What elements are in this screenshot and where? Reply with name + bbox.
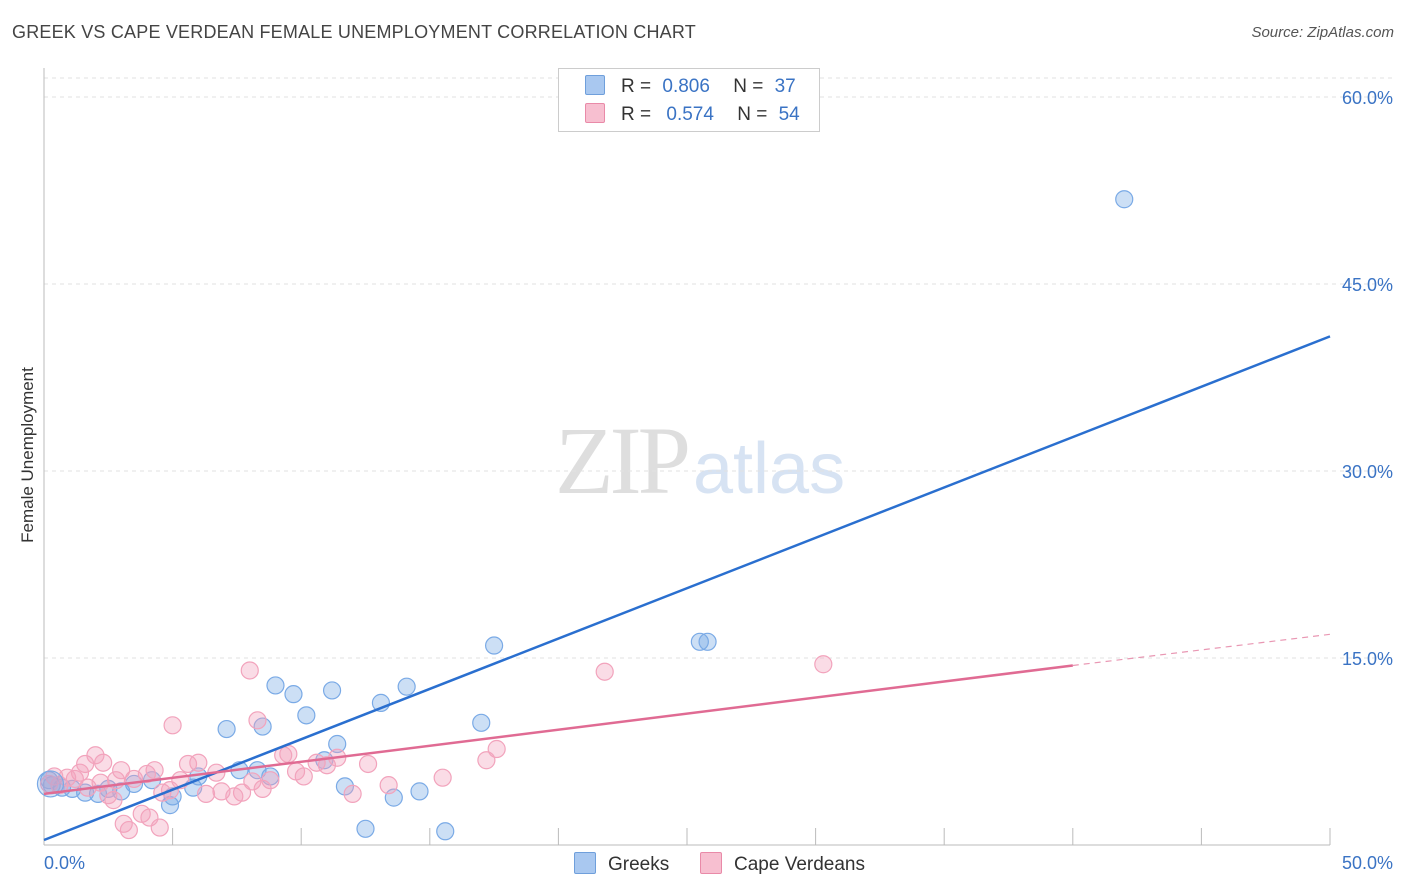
greek-point: [217, 719, 236, 739]
cape-verdean-point: [94, 753, 113, 772]
legend-r-value: 0.806: [662, 76, 710, 97]
cape-verdean-point: [70, 763, 90, 782]
x-tick-label: 50.0%: [1342, 853, 1393, 873]
greek-point: [472, 713, 491, 732]
y-tick-label: 45.0%: [1342, 275, 1393, 295]
bottom-legend-swatch-greeks: [574, 852, 596, 874]
cape-verdean-trend-extension: [1072, 633, 1331, 667]
cape-verdean-point: [86, 746, 105, 765]
cape-verdean-point: [196, 784, 216, 803]
y-tick-label: 30.0%: [1342, 462, 1393, 482]
cape-verdean-point: [145, 761, 164, 780]
legend-n-value: 54: [778, 104, 800, 125]
bottom-legend-label-greeks: Greeks: [608, 854, 670, 875]
bottom-legend-swatch-cape-verdeans: [700, 852, 722, 874]
legend-n-label: N =: [733, 76, 764, 97]
cape-verdean-point: [104, 791, 123, 810]
legend-r-label: R =: [621, 104, 652, 125]
greek-point: [335, 777, 355, 796]
greek-point: [410, 782, 429, 801]
cape-verdean-point: [814, 655, 833, 674]
chart-title: GREEK VS CAPE VERDEAN FEMALE UNEMPLOYMEN…: [12, 22, 696, 42]
y-tick-label: 60.0%: [1342, 88, 1393, 108]
cape-verdean-point: [240, 661, 259, 680]
correlation-legend: R = 0.806 N = 37 R = 0.574 N = 54: [558, 68, 820, 132]
x-tick-label: 0.0%: [44, 853, 85, 873]
greek-point: [485, 636, 504, 655]
cape-verdean-point: [358, 754, 378, 774]
greek-point: [698, 632, 717, 651]
greek-point: [328, 734, 347, 754]
greek-trend-line: [43, 335, 1331, 842]
legend-n-value: 37: [774, 76, 796, 97]
cape-verdean-point: [189, 753, 208, 772]
cape-verdean-point: [595, 662, 614, 681]
cape-verdean-point: [232, 783, 252, 802]
legend-swatch-cape-verdeans: [585, 103, 605, 123]
cape-verdean-point: [119, 820, 138, 840]
greek-point: [297, 706, 316, 725]
greek-point: [36, 770, 65, 798]
greek-point: [322, 681, 342, 700]
bottom-legend-cape-verdeans: Cape Verdeans: [700, 852, 865, 876]
source-label: Source: ZipAtlas.com: [1251, 24, 1394, 41]
greek-point: [284, 685, 303, 704]
cape-verdean-point: [279, 744, 298, 764]
watermark-zip: ZIP: [555, 407, 691, 514]
cape-verdean-point: [379, 776, 398, 795]
greek-point: [1115, 190, 1134, 209]
legend-swatch-greeks: [585, 75, 605, 95]
bottom-legend-label-cape-verdeans: Cape Verdeans: [734, 854, 865, 875]
cape-verdean-point: [477, 751, 496, 770]
cape-verdean-trend-line: [43, 664, 1073, 796]
cape-verdean-point: [343, 784, 362, 803]
legend-row-cape-verdeans: R = 0.574 N = 54: [585, 103, 800, 126]
legend-r-value: 0.574: [666, 104, 714, 125]
cape-verdean-point: [261, 771, 280, 790]
watermark-atlas: atlas: [693, 429, 846, 509]
watermark: ZIPatlas: [555, 405, 845, 516]
cape-verdean-point: [112, 761, 131, 780]
cape-verdean-point: [433, 768, 452, 787]
greek-point: [356, 819, 375, 838]
cape-verdean-point: [45, 767, 64, 786]
greek-point: [690, 632, 709, 651]
greek-point: [266, 676, 285, 695]
cape-verdean-point: [294, 767, 313, 786]
legend-n-label: N =: [737, 104, 768, 125]
greek-point: [436, 822, 455, 841]
legend-r-label: R =: [621, 76, 652, 97]
cape-verdean-point: [163, 716, 182, 735]
y-tick-label: 15.0%: [1342, 649, 1393, 669]
cape-verdean-point: [243, 772, 262, 791]
cape-verdean-point: [487, 739, 506, 759]
cape-verdean-point: [248, 711, 267, 730]
greek-point: [397, 677, 416, 696]
bottom-legend-greeks: Greeks: [574, 852, 669, 876]
legend-row-greeks: R = 0.806 N = 37: [585, 75, 796, 98]
cape-verdean-point: [150, 818, 169, 837]
cape-verdean-point: [317, 756, 337, 775]
